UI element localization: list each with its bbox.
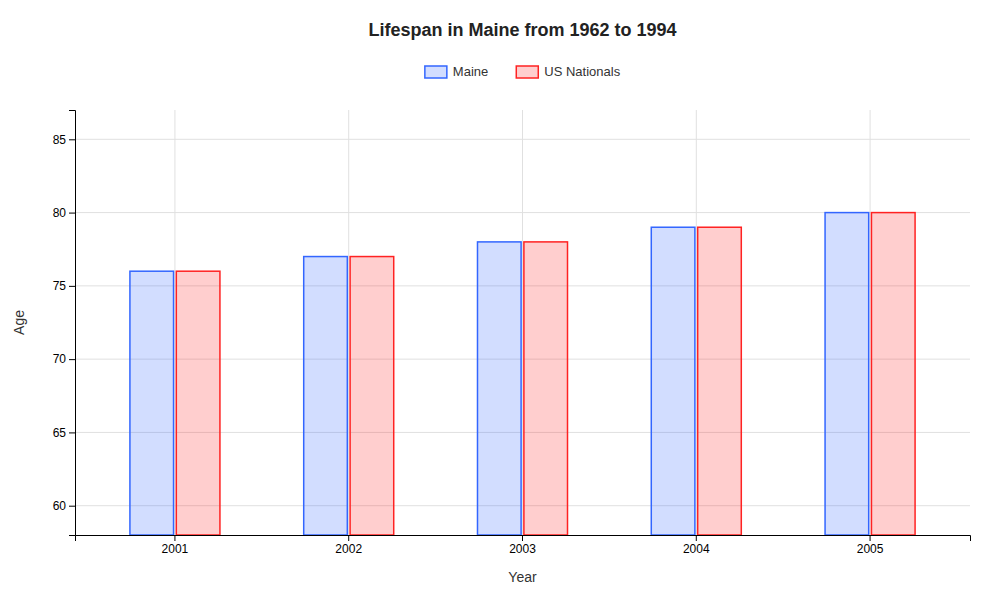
grid-line-x (174, 110, 175, 535)
chart: 60 65 70 75 80 85 2001 2002 2003 2004 2005 Year Age L… (0, 0, 1000, 600)
x-tick-label: 2005 (857, 542, 884, 556)
x-tick-mark (348, 535, 349, 541)
x-tick: 2005 (857, 535, 884, 556)
legend-label: US Nationals (544, 64, 620, 79)
y-tick: 60 (53, 499, 75, 513)
grid-line-x (522, 110, 523, 535)
y-tick-mark (69, 139, 75, 140)
legend-item: Maine (425, 64, 488, 79)
x-tick: 2001 (162, 535, 189, 556)
legend-swatch (516, 66, 538, 78)
y-tick: 85 (53, 133, 75, 147)
grid-line-x (696, 110, 697, 535)
grid (75, 110, 970, 535)
x-tick: 2003 (509, 535, 536, 556)
legend-swatch (425, 66, 447, 78)
legend-label: Maine (453, 64, 488, 79)
y-tick: 65 (53, 426, 75, 440)
bar (871, 213, 915, 535)
y-tick-label: 80 (53, 206, 67, 220)
bar (130, 271, 174, 535)
bar-series (130, 213, 869, 535)
x-tick-mark (696, 535, 697, 541)
y-tick-label: 85 (53, 133, 67, 147)
bar (651, 227, 695, 535)
bars (130, 213, 915, 535)
bar (477, 242, 521, 535)
grid-line-x (348, 110, 349, 535)
title: Lifespan in Maine from 1962 to 1994 (368, 20, 676, 40)
x-tick-mark (174, 535, 175, 541)
y-axis-title: Age (11, 310, 27, 335)
legend: Maine US Nationals (425, 64, 621, 79)
y-tick: 75 (53, 279, 75, 293)
bar-series (176, 213, 915, 535)
x-axis: 2001 2002 2003 2004 2005 (76, 535, 971, 556)
y-tick: 80 (53, 206, 75, 220)
y-tick-mark (69, 286, 75, 287)
x-tick: 2002 (335, 535, 362, 556)
grid-line-x (870, 110, 871, 535)
y-tick: 70 (53, 352, 75, 366)
y-tick-mark (69, 213, 75, 214)
bar (524, 242, 568, 535)
plot: 60 65 70 75 80 85 2001 2002 2003 2004 2005 (53, 110, 971, 556)
y-axis-line (69, 111, 76, 536)
y-axis: 60 65 70 75 80 85 (53, 111, 76, 536)
x-axis-line (76, 536, 971, 542)
x-tick-label: 2002 (335, 542, 362, 556)
x-tick-label: 2003 (509, 542, 536, 556)
y-tick-label: 60 (53, 499, 67, 513)
bar (176, 271, 220, 535)
y-tick-label: 70 (53, 352, 67, 366)
x-tick-label: 2004 (683, 542, 710, 556)
x-tick-label: 2001 (162, 542, 189, 556)
bar (698, 227, 742, 535)
y-tick-mark (69, 506, 75, 507)
x-axis-title: Year (508, 569, 537, 585)
y-tick-label: 65 (53, 426, 67, 440)
x-tick-mark (870, 535, 871, 541)
bar (350, 257, 394, 535)
legend-item: US Nationals (516, 64, 620, 79)
bar (304, 257, 348, 535)
x-tick: 2004 (683, 535, 710, 556)
bar (825, 213, 869, 535)
x-tick-mark (522, 535, 523, 541)
y-tick-label: 75 (53, 279, 67, 293)
y-tick-mark (69, 432, 75, 433)
y-tick-mark (69, 359, 75, 360)
